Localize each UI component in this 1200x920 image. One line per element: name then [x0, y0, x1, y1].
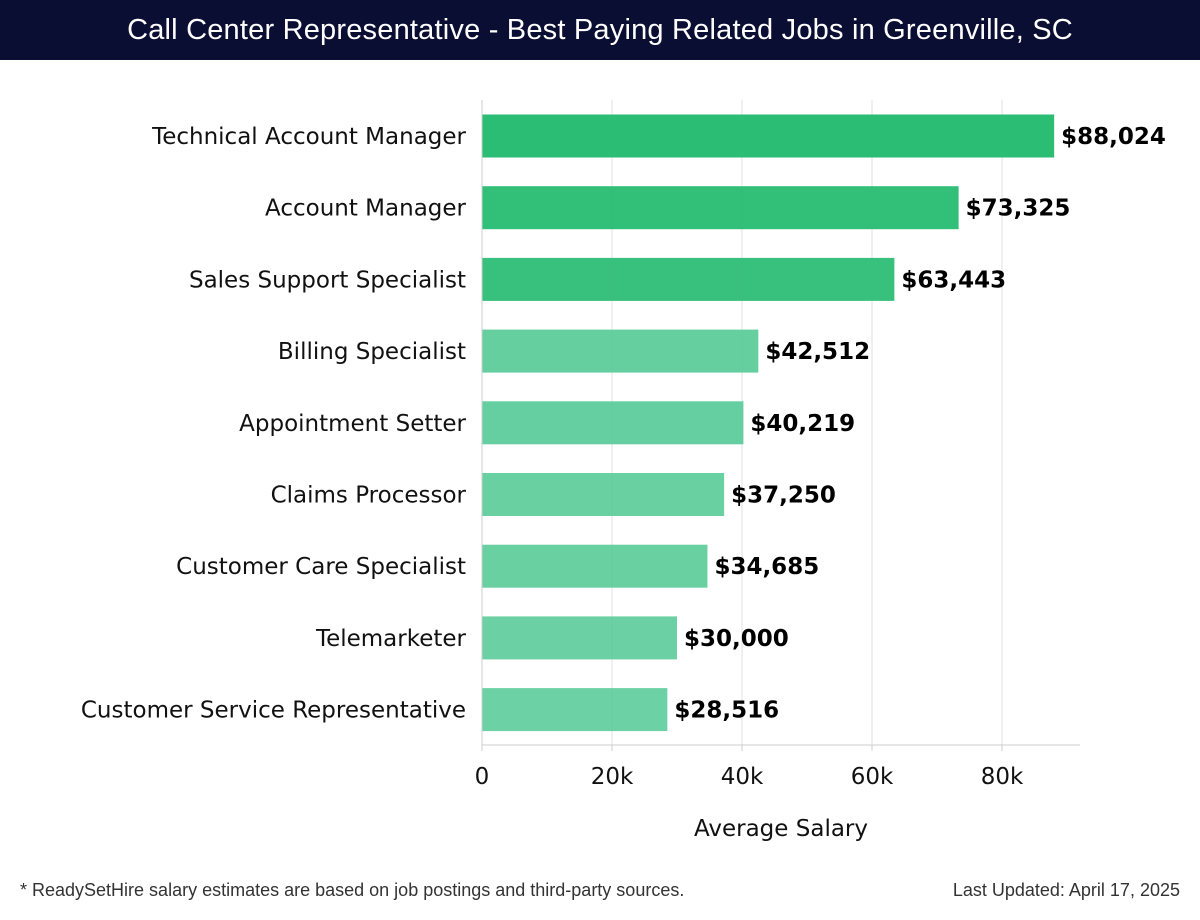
- x-tick-label: 40k: [721, 764, 764, 790]
- category-label: Claims Processor: [271, 483, 467, 509]
- bar-value-label: $30,000: [684, 626, 789, 652]
- bar-value-label: $63,443: [901, 267, 1006, 293]
- category-label: Sales Support Specialist: [189, 267, 466, 293]
- bar-value-label: $28,516: [674, 698, 779, 724]
- footer-note: * ReadySetHire salary estimates are base…: [20, 880, 685, 900]
- category-label: Technical Account Manager: [151, 124, 466, 150]
- x-tick-label: 20k: [591, 764, 634, 790]
- bar-value-label: $42,512: [765, 339, 870, 365]
- bar: [482, 257, 895, 301]
- bars: [482, 114, 1055, 732]
- category-label: Billing Specialist: [278, 339, 466, 365]
- bar: [482, 473, 725, 516]
- chart-title-bar: Call Center Representative - Best Paying…: [0, 0, 1200, 60]
- bar-value-label: $88,024: [1061, 124, 1166, 150]
- bar-value-label: $34,685: [714, 554, 819, 580]
- category-label: Customer Care Specialist: [176, 554, 466, 580]
- bar: [482, 114, 1055, 158]
- bar-chart: 0 20k 40k 60k 80k Average Salary $88,024 Techn…: [81, 100, 1166, 842]
- x-axis-title: Average Salary: [694, 816, 868, 842]
- category-label: Appointment Setter: [239, 411, 466, 437]
- bar-value-label: $40,219: [750, 411, 855, 437]
- category-label: Customer Service Representative: [81, 698, 466, 724]
- x-tick-label: 60k: [851, 764, 894, 790]
- category-label: Account Manager: [265, 196, 467, 222]
- bar: [482, 186, 959, 230]
- bar: [482, 688, 668, 732]
- bar: [482, 329, 759, 373]
- category-label: Telemarketer: [315, 626, 467, 652]
- last-updated: Last Updated: April 17, 2025: [952, 880, 1180, 900]
- chart-title: Call Center Representative - Best Paying…: [127, 13, 1073, 46]
- x-tick-label: 80k: [981, 764, 1024, 790]
- bar-value-label: $73,325: [966, 196, 1071, 222]
- labels: $88,024 Technical Account Manager $73,325 A…: [81, 124, 1166, 724]
- x-axis: 0 20k 40k 60k 80k Average Salary: [475, 100, 1080, 842]
- bar-value-label: $37,250: [731, 483, 836, 509]
- x-tick-label: 0: [475, 764, 490, 790]
- bar: [482, 401, 744, 445]
- bar: [482, 616, 677, 660]
- bar: [482, 544, 708, 588]
